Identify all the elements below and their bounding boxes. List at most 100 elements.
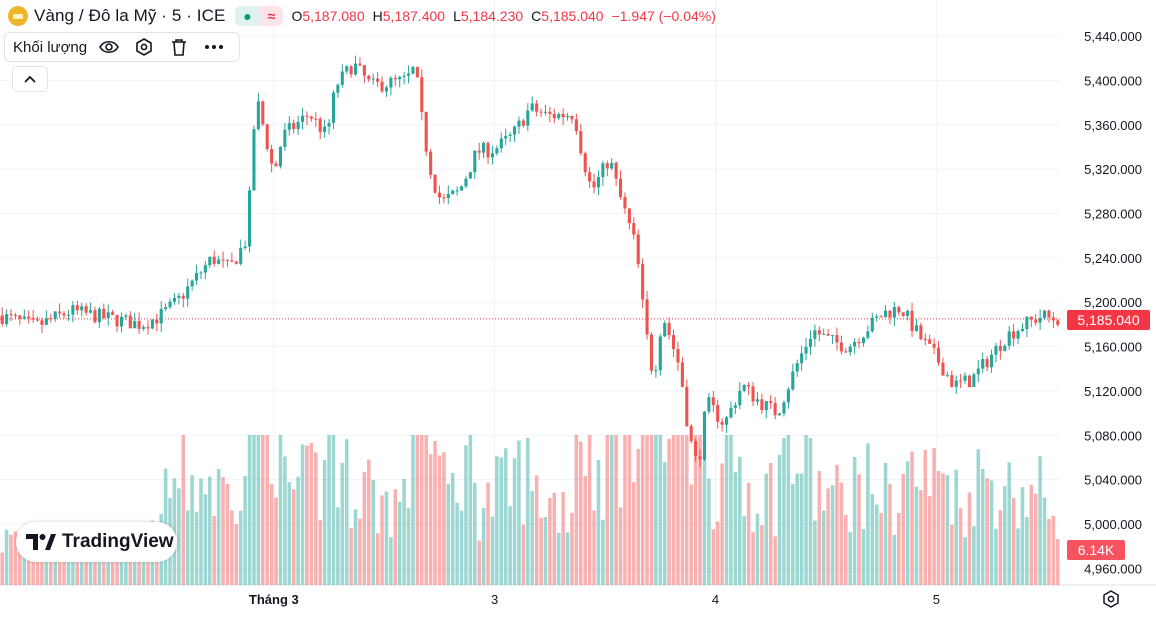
volume-bar <box>375 533 380 585</box>
candle-body <box>305 115 309 117</box>
volume-bar <box>751 532 755 585</box>
candle-body <box>71 305 75 315</box>
candle-body <box>186 286 190 299</box>
collapse-legend-button[interactable] <box>12 66 48 92</box>
volume-bar <box>22 539 27 585</box>
volume-bar <box>97 556 102 585</box>
volume-bar <box>110 551 115 585</box>
volume-bar <box>742 516 746 585</box>
volume-bar <box>79 551 84 585</box>
volume-bar <box>238 510 243 585</box>
volume-bar <box>486 482 490 585</box>
volume-bar <box>702 458 707 585</box>
status-pill[interactable]: ● ≈ <box>235 6 284 26</box>
volume-bar <box>13 531 18 585</box>
volume-bar <box>773 536 777 585</box>
candle-body <box>402 75 406 77</box>
candle-body <box>826 333 830 336</box>
volume-bar <box>442 452 446 585</box>
candle-body <box>367 75 371 80</box>
candle-body <box>782 402 786 414</box>
volume-bar <box>181 435 186 585</box>
volume-bar <box>1025 516 1029 585</box>
settings-icon[interactable] <box>132 35 156 59</box>
tradingview-logo[interactable]: TradingView <box>16 522 177 562</box>
candle-body <box>676 349 680 363</box>
candle-body <box>994 345 998 355</box>
volume-bar <box>314 452 318 585</box>
volume-bar <box>799 473 804 585</box>
volume-bar <box>327 435 331 585</box>
candle-body <box>702 411 707 460</box>
volume-bar <box>826 488 830 585</box>
candle-body <box>508 134 512 136</box>
candle-body <box>548 111 552 114</box>
candle-body <box>919 325 923 340</box>
volume-bar <box>309 443 314 585</box>
volume-bar <box>667 438 671 585</box>
volume-bar <box>508 506 512 585</box>
chart-settings-button[interactable] <box>1100 588 1122 610</box>
time-axis: Tháng 3 3 4 5 <box>249 592 940 607</box>
open-value: 5,187.080 <box>302 8 365 24</box>
volume-bar <box>177 488 181 585</box>
candle-body <box>119 316 124 327</box>
volume-bar <box>821 510 826 585</box>
candle-body <box>649 334 654 371</box>
candle-body <box>345 66 349 72</box>
volume-bar <box>989 480 994 585</box>
volume-bar <box>455 502 459 585</box>
volume-bar <box>216 468 221 585</box>
volume-bar <box>428 454 433 585</box>
volume-bar <box>609 435 614 585</box>
volume-bar <box>830 485 835 585</box>
candle-body <box>830 335 835 337</box>
candle-body <box>543 111 548 113</box>
candle-body <box>49 318 53 320</box>
symbol-title[interactable]: Vàng / Đô la Mỹ · 5 · ICE <box>34 6 226 25</box>
candle-body <box>760 399 764 411</box>
delayed-data-icon[interactable]: ≈ <box>259 6 284 26</box>
candle-body <box>424 111 428 152</box>
volume-bar <box>49 552 53 585</box>
volume-indicator-legend[interactable]: Khối lượng <box>4 32 240 62</box>
more-icon[interactable] <box>202 35 226 59</box>
candle-body <box>1007 331 1011 346</box>
candle-body <box>583 153 587 173</box>
volume-bar <box>760 525 764 585</box>
price-tick-label: 5,120.000 <box>1084 384 1142 399</box>
eye-icon[interactable] <box>97 35 121 59</box>
volume-bar <box>230 510 234 585</box>
candle-body <box>247 190 252 247</box>
market-status-icon[interactable]: ● <box>235 6 260 26</box>
trash-icon[interactable] <box>167 35 191 59</box>
volume-bar <box>636 448 640 585</box>
candle-body <box>671 335 676 350</box>
price-tick-label: 5,080.000 <box>1084 428 1142 443</box>
volume-bar <box>866 443 870 585</box>
volume-bar <box>437 455 442 585</box>
volume-bar <box>9 534 13 585</box>
volume-bar <box>1020 487 1025 585</box>
candle-body <box>724 417 729 425</box>
volume-bar <box>1051 515 1056 585</box>
volume-bar <box>155 559 159 585</box>
candle-body <box>31 317 35 320</box>
volume-bar <box>199 478 203 585</box>
volume-bar <box>835 464 839 585</box>
candle-body <box>406 73 411 76</box>
candle-body <box>243 246 247 248</box>
volume-bar <box>185 510 190 585</box>
volume-bar <box>857 474 861 585</box>
volume-bar <box>808 438 813 585</box>
volume-bar <box>499 457 504 585</box>
candle-body <box>910 310 914 331</box>
volume-bar <box>950 524 954 585</box>
volume-bar <box>958 508 963 585</box>
volume-bar <box>322 459 327 585</box>
volume-bar <box>66 550 71 585</box>
candle-body <box>62 313 66 316</box>
candle-body <box>446 194 450 198</box>
volume-bar <box>468 435 473 585</box>
